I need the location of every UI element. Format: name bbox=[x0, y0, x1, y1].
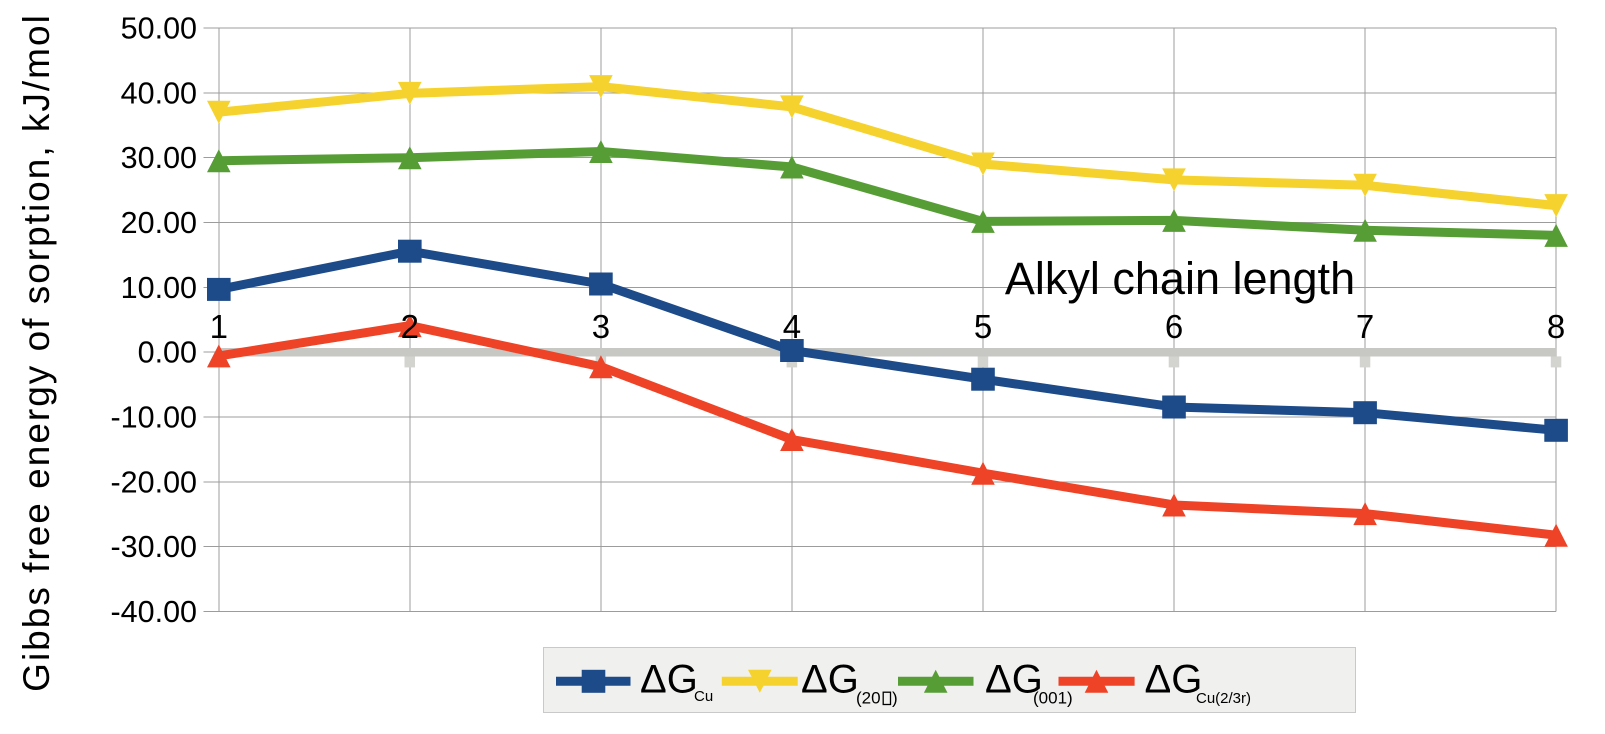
svg-text:ΔG: ΔG bbox=[1145, 657, 1203, 701]
svg-text:4: 4 bbox=[783, 308, 801, 345]
svg-text:Alkyl chain length: Alkyl chain length bbox=[1005, 253, 1355, 304]
svg-text:8: 8 bbox=[1547, 308, 1565, 345]
svg-text:6: 6 bbox=[1165, 308, 1183, 345]
svg-text:3: 3 bbox=[592, 308, 610, 345]
svg-text:(001): (001) bbox=[1033, 689, 1073, 708]
svg-text:-40.00: -40.00 bbox=[111, 595, 197, 629]
svg-text:Cu(2/3r): Cu(2/3r) bbox=[1196, 690, 1251, 707]
svg-text:ΔG: ΔG bbox=[640, 657, 698, 701]
svg-text:ΔG: ΔG bbox=[801, 657, 859, 701]
svg-text:2: 2 bbox=[401, 308, 419, 345]
svg-text:7: 7 bbox=[1356, 308, 1374, 345]
svg-text:Cu: Cu bbox=[694, 688, 713, 705]
svg-text:40.00: 40.00 bbox=[121, 76, 197, 110]
svg-text:Gibbs free energy of sorption,: Gibbs free energy of sorption, kJ/mol bbox=[16, 13, 57, 692]
svg-text:0.00: 0.00 bbox=[138, 336, 197, 370]
svg-text:1: 1 bbox=[210, 308, 228, 345]
svg-text:30.00: 30.00 bbox=[121, 141, 197, 175]
svg-text:50.00: 50.00 bbox=[121, 12, 197, 46]
svg-text:-20.00: -20.00 bbox=[111, 465, 197, 499]
svg-text:-30.00: -30.00 bbox=[111, 530, 197, 564]
svg-text:(20: (20 bbox=[856, 689, 881, 708]
svg-text:20.00: 20.00 bbox=[121, 206, 197, 240]
svg-text:-10.00: -10.00 bbox=[111, 401, 197, 435]
svg-text:ΔG: ΔG bbox=[985, 657, 1043, 701]
svg-text:5: 5 bbox=[974, 308, 992, 345]
svg-text:10.00: 10.00 bbox=[121, 271, 197, 305]
svg-text:): ) bbox=[892, 689, 898, 708]
